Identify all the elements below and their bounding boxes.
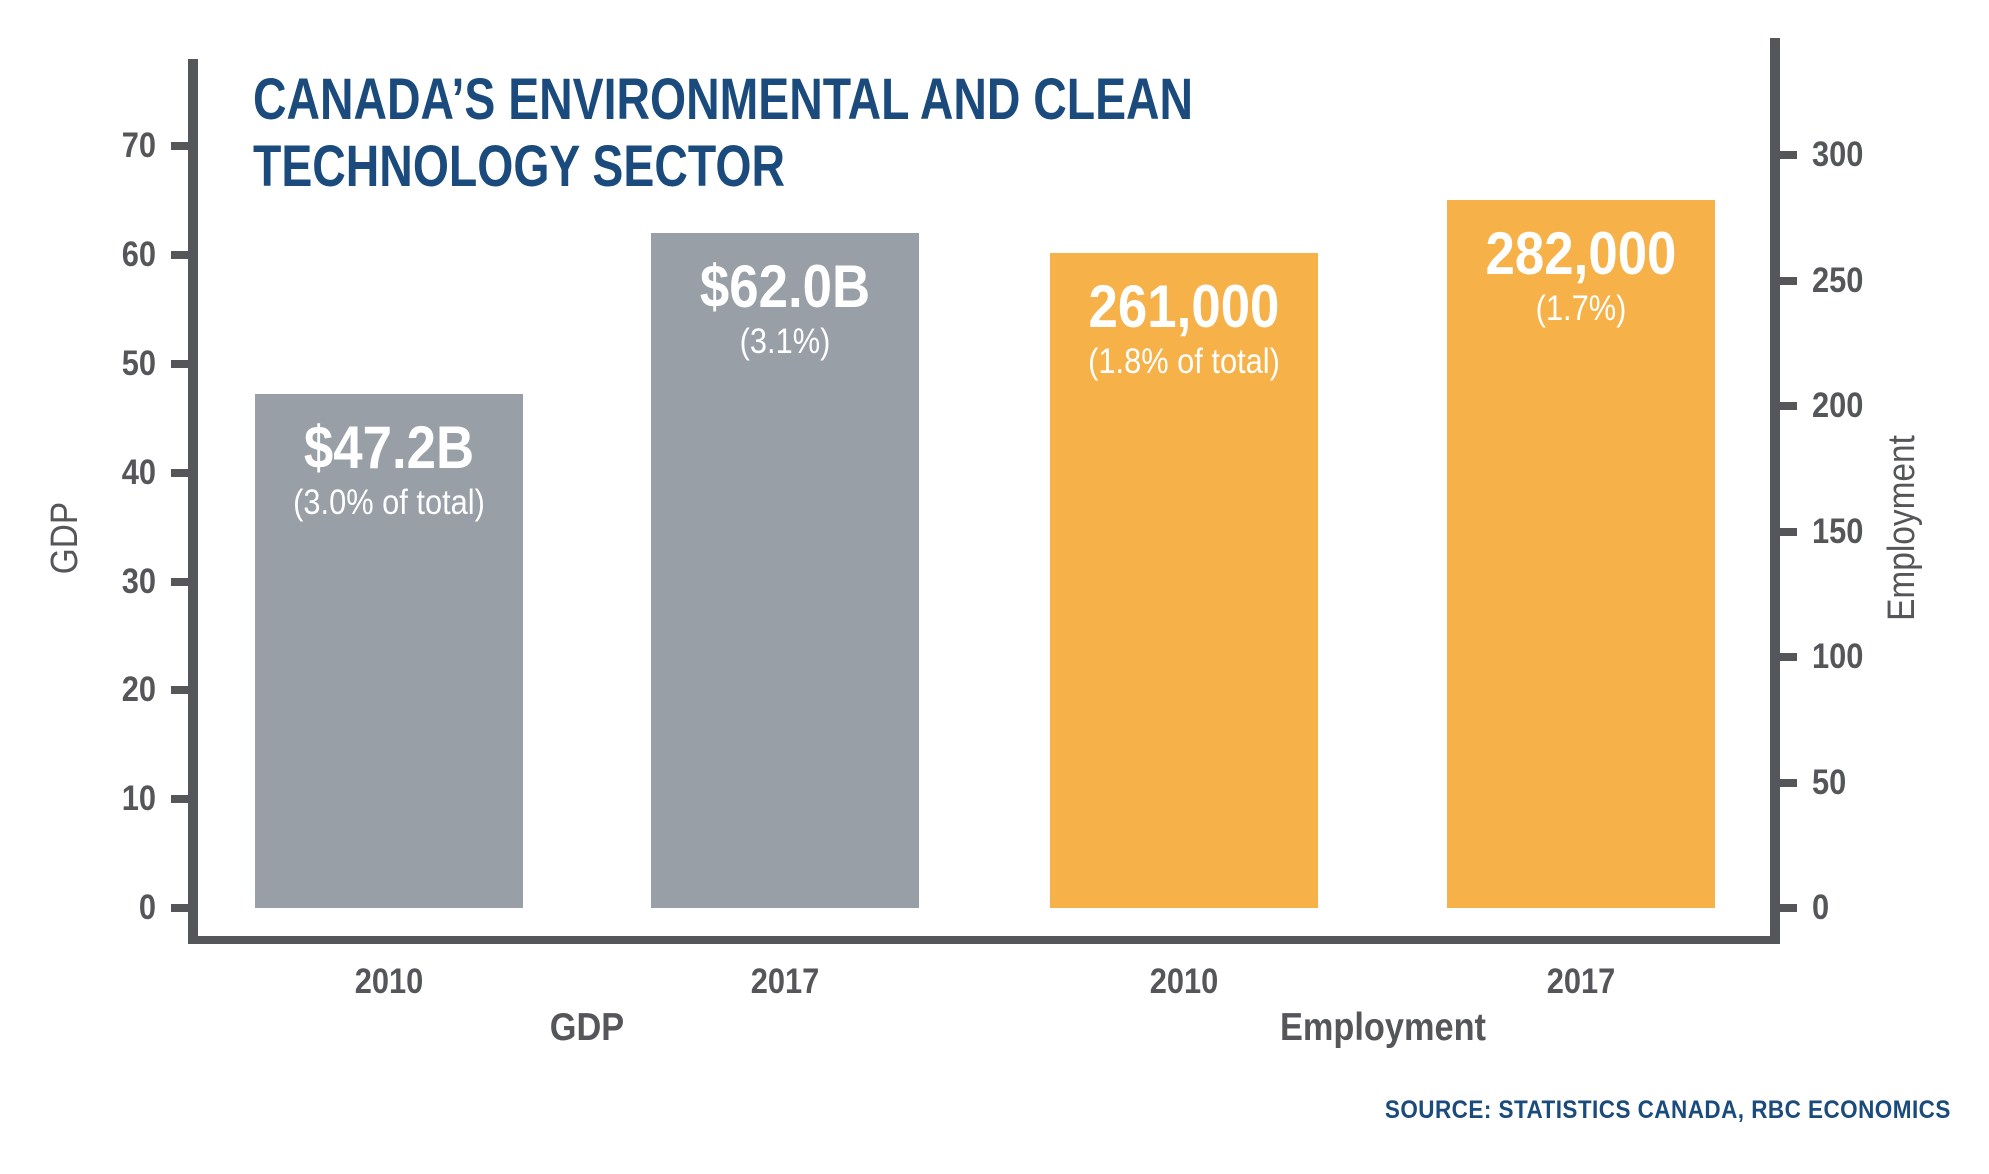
left-axis-tick-label: 40 — [121, 452, 156, 492]
left-axis-tick — [171, 795, 188, 804]
chart-title-line1: CANADA’S ENVIRONMENTAL AND CLEAN — [253, 67, 1194, 132]
bar-gdp-2017: $62.0B (3.1%) — [651, 233, 919, 908]
left-axis-tick-label: 30 — [121, 561, 156, 601]
right-axis-tick — [1780, 653, 1797, 661]
left-axis-tick-label: 10 — [121, 779, 156, 819]
x-axis-year-label: 2017 — [750, 962, 820, 1001]
right-axis-tick — [1780, 904, 1797, 912]
bar-gdp-2010: $47.2B (3.0% of total) — [255, 394, 523, 908]
bar-sublabel: (1.8% of total) — [1088, 341, 1280, 381]
bar-value-label: 261,000 — [1088, 272, 1280, 340]
x-axis-year-label: 2010 — [1149, 962, 1219, 1001]
left-axis-tick-label: 20 — [121, 670, 156, 710]
left-axis-title: GDP — [44, 501, 86, 575]
left-axis-tick — [171, 142, 188, 151]
right-axis-tick-label: 250 — [1812, 260, 1864, 300]
right-axis-tick-label: 100 — [1812, 637, 1864, 676]
bar-sublabel: (3.0% of total) — [293, 483, 485, 523]
x-axis-group-label-employment: Employment — [1279, 1006, 1486, 1049]
left-axis-tick-label: 50 — [121, 344, 156, 383]
bar-employment-2017: 282,000 (1.7%) — [1447, 200, 1715, 908]
chart-title-line2: TECHNOLOGY SECTOR — [253, 134, 785, 199]
bar-employment-2010: 261,000 (1.8% of total) — [1050, 252, 1318, 908]
right-axis-tick — [1780, 276, 1797, 285]
chart-title: CANADA’S ENVIRONMENTAL AND CLEAN TECHNOL… — [253, 66, 1193, 200]
bar-value-label: $47.2B — [303, 414, 475, 482]
right-axis-tick — [1780, 778, 1797, 787]
right-axis-tick — [1780, 151, 1797, 159]
left-axis-line — [188, 59, 198, 944]
x-axis-group-label-gdp: GDP — [549, 1006, 625, 1049]
right-axis-tick-label: 0 — [1812, 888, 1830, 927]
right-axis-tick — [1780, 402, 1797, 410]
bar-value-label: 282,000 — [1485, 220, 1677, 288]
left-axis-tick — [171, 577, 188, 586]
right-axis-tick-label: 50 — [1812, 762, 1847, 802]
right-axis-tick-label: 300 — [1812, 135, 1864, 174]
right-axis-tick — [1780, 527, 1797, 536]
left-axis-tick — [171, 904, 188, 912]
left-axis-tick-label: 60 — [121, 235, 156, 275]
left-axis-tick — [171, 251, 188, 260]
bar-sublabel: (3.1%) — [739, 322, 831, 362]
right-axis-line — [1770, 38, 1780, 944]
left-axis-tick-label: 70 — [121, 126, 156, 166]
bottom-axis-line — [188, 936, 1780, 944]
left-axis-tick — [171, 468, 188, 477]
x-axis-year-label: 2010 — [354, 962, 424, 1001]
source-credit: SOURCE: STATISTICS CANADA, RBC ECONOMICS — [1385, 1096, 1951, 1124]
bar-sublabel: (1.7%) — [1535, 289, 1627, 329]
left-axis-tick — [171, 686, 188, 695]
bar-value-label: $62.0B — [699, 253, 871, 321]
x-axis-year-label: 2017 — [1546, 962, 1616, 1001]
right-axis-tick-label: 150 — [1812, 511, 1864, 551]
left-axis-tick — [171, 360, 188, 368]
right-axis-tick-label: 200 — [1812, 386, 1864, 425]
left-axis-tick-label: 0 — [138, 888, 156, 927]
